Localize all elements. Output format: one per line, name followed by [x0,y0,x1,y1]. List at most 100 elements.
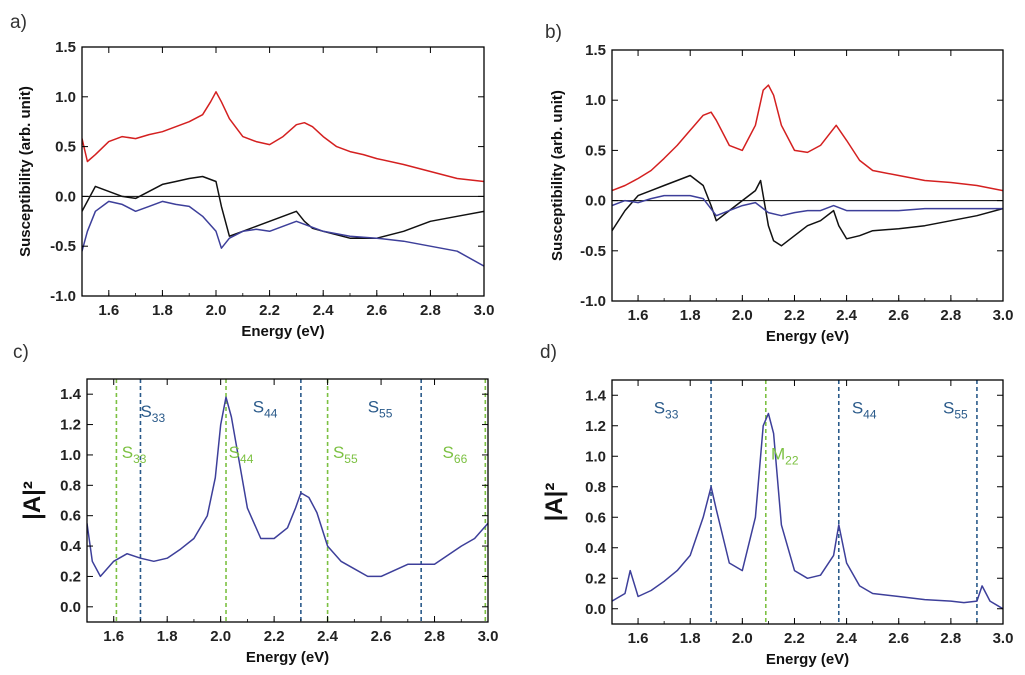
y-axis-label: |A|² [541,483,568,522]
plot-frame [611,49,1004,302]
transition-label: S44 [229,443,254,466]
x-tick-label: 2.2 [264,628,285,645]
y-tick-label: -1.0 [50,288,76,305]
transition-label: S55 [368,397,393,420]
y-tick-label: 0.5 [585,142,606,159]
y-tick-label: 0.6 [585,509,606,526]
y-tick-label: -0.5 [50,238,76,255]
y-tick-label: 1.0 [585,92,606,109]
x-tick-label: 2.8 [424,628,445,645]
y-axis: 0.0 0.2 0.4 0.6 0.8 1.0 1.2 1.4 [60,386,488,616]
y-tick-label: 0.2 [585,570,606,587]
transition-label: M22 [771,444,799,467]
x-axis: 1.6 1.8 2.0 2.2 2.4 2.6 2.8 3.0 [611,380,1014,647]
y-tick-label: 0.0 [55,188,76,205]
x-tick-label: 2.8 [940,630,961,647]
x-tick-label: 1.8 [680,630,701,647]
plot-frame [86,378,489,623]
panel-label: b) [545,22,562,43]
x-axis: 1.6 1.8 2.0 2.2 2.4 2.6 2.8 3.0 [611,50,1014,324]
y-tick-label: 0.0 [585,601,606,618]
y-axis-label: Susceptibility (arb. unit) [17,86,34,257]
x-tick-label: 2.4 [313,302,335,319]
transition-label: S33 [140,402,165,425]
y-tick-label: 1.5 [55,39,76,56]
transition-label: S55 [333,443,358,466]
x-axis-label: Energy (eV) [246,649,329,666]
panel-label: c) [13,342,29,363]
y-tick-label: 0.6 [60,508,81,525]
x-tick-label: 2.2 [784,630,805,647]
y-tick-label: 1.0 [60,447,81,464]
x-tick-label: 2.0 [206,302,227,319]
x-tick-label: 1.6 [103,628,124,645]
transition-label: S33 [654,399,679,422]
x-tick-label: 2.2 [259,302,280,319]
y-tick-label: 1.2 [585,418,606,435]
x-axis: 1.6 1.8 2.0 2.2 2.4 2.6 2.8 3.0 [86,379,499,645]
x-tick-label: 1.6 [628,630,649,647]
panel-d: d)1.6 1.8 2.0 2.2 2.4 2.6 2.8 3.00.00.20.40.60.… [540,342,1013,668]
plot-frame [611,379,1004,625]
series-line-1 [612,412,1003,610]
y-tick-label: 1.5 [585,42,606,59]
y-axis: -1.0 -0.5 0.0 0.5 1.0 1.5 [50,39,484,305]
x-axis-label: Energy (eV) [766,328,849,345]
y-axis-label: Susceptibility (arb. unit) [549,90,566,261]
x-tick-label: 3.0 [478,628,499,645]
panel-a: a) 1.6 1.8 2.0 2.2 2.4 2.6 2.8 3.0 -1.0 -0.5 0.0 0.5… [10,12,494,340]
y-tick-label: 0.0 [585,193,606,210]
y-tick-label: -0.5 [580,243,606,260]
x-tick-label: 2.0 [732,630,753,647]
panel-c: c)1.6 1.8 2.0 2.2 2.4 2.6 2.8 3.00.00.20.40.60.… [13,342,498,666]
y-tick-label: 1.0 [585,448,606,465]
y-axis-label: |A|² [19,481,46,520]
x-tick-label: 2.6 [371,628,392,645]
x-tick-label: 1.8 [157,628,178,645]
y-tick-label: 0.4 [60,538,82,555]
x-tick-label: 1.8 [680,307,701,324]
series-line-2 [612,174,1003,247]
y-tick-label: 1.0 [55,89,76,106]
x-tick-label: 2.4 [836,307,858,324]
x-axis-label: Energy (eV) [241,323,324,340]
transition-label: S55 [943,399,968,422]
x-tick-label: 2.6 [888,307,909,324]
panel-label: a) [10,12,27,33]
x-tick-label: 2.6 [888,630,909,647]
x-tick-label: 2.0 [210,628,231,645]
x-tick-label: 2.2 [784,307,805,324]
y-tick-label: -1.0 [580,293,606,310]
x-tick-label: 1.6 [98,302,119,319]
y-tick-label: 0.5 [55,139,76,156]
x-tick-label: 1.8 [152,302,173,319]
x-tick-label: 2.0 [732,307,753,324]
x-tick-label: 3.0 [993,307,1014,324]
x-tick-label: 2.8 [420,302,441,319]
x-tick-label: 2.4 [836,630,858,647]
panel-b: b) 1.6 1.8 2.0 2.2 2.4 2.6 2.8 3.0 -1.0 -0.5 0.0 0.5… [545,22,1013,345]
series-line-1 [82,91,484,183]
y-axis: -1.0 -0.5 0.0 0.5 1.0 1.5 [580,42,1003,310]
y-tick-label: 1.2 [60,417,81,434]
y-tick-label: 0.8 [585,479,606,496]
y-tick-label: 0.8 [60,477,81,494]
x-tick-label: 3.0 [993,630,1014,647]
y-tick-label: 0.4 [585,540,607,557]
plot-frame [81,46,485,297]
x-tick-label: 1.6 [628,307,649,324]
series-line-1 [87,396,488,578]
y-tick-label: 0.2 [60,568,81,585]
transition-label: S66 [443,443,468,466]
series-line-2 [82,175,484,239]
series-line-1 [612,84,1003,192]
x-axis-label: Energy (eV) [766,651,849,668]
transition-label: S44 [253,397,278,420]
series-line-3 [82,200,484,267]
x-tick-label: 2.4 [317,628,339,645]
series-line-3 [612,194,1003,217]
y-tick-label: 0.0 [60,599,81,616]
x-tick-label: 3.0 [474,302,495,319]
y-tick-label: 1.4 [60,386,82,403]
